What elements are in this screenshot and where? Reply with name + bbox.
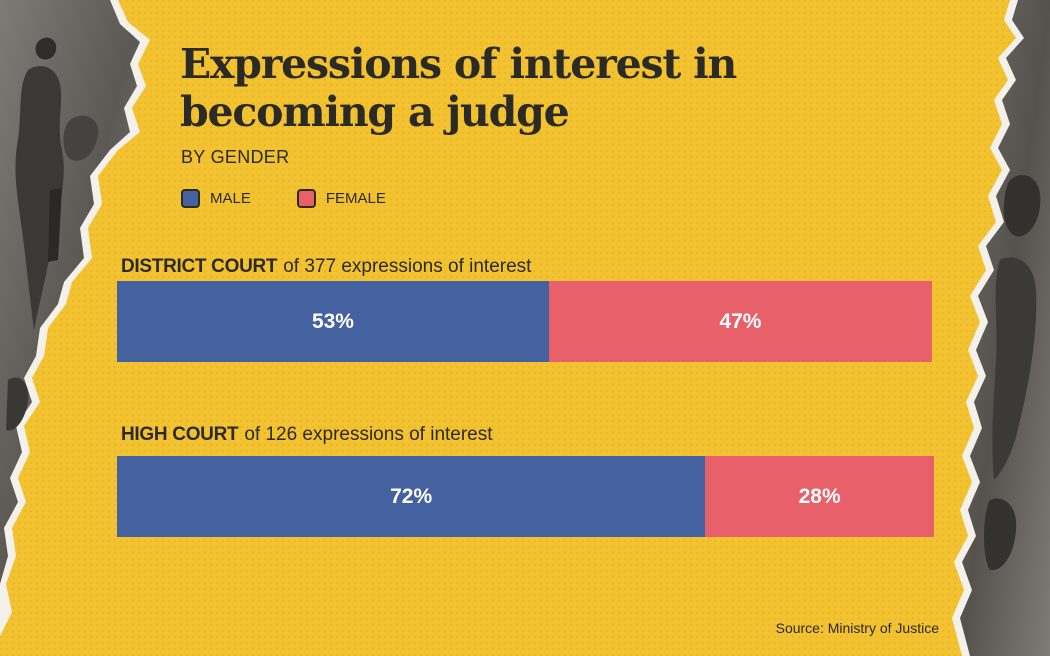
data-label: 72%: [390, 484, 433, 508]
chart-title: Expressions of interest in becoming a ju…: [180, 40, 737, 136]
category-name: HIGH COURT: [121, 424, 239, 445]
data-label: 47%: [719, 309, 762, 333]
legend-item-female: FEMALE: [296, 189, 386, 208]
legend-label-female: FEMALE: [325, 190, 386, 207]
data-label: 28%: [798, 484, 841, 508]
bar-segment-male: 72%: [117, 456, 706, 537]
legend-swatch-male: [181, 189, 200, 208]
bar-segment-female: 47%: [548, 281, 932, 362]
category-label-district-court: DISTRICT COURT of 377 expressions of inte…: [121, 256, 531, 278]
legend-item-male: MALE: [181, 189, 251, 208]
torn-photo-right: [952, 0, 1050, 656]
bar-high-court: 72% 28%: [117, 456, 934, 537]
source-note: Source: Ministry of Justice: [775, 620, 939, 636]
legend-swatch-female: [296, 189, 316, 208]
legend-label-male: MALE: [210, 190, 251, 207]
bar-district-court: 53% 47%: [117, 281, 932, 362]
bar-segment-female: 28%: [705, 456, 934, 537]
data-label: 53%: [311, 309, 354, 333]
chart-subtitle: BY GENDER: [181, 147, 290, 167]
category-name: DISTRICT COURT: [121, 256, 278, 277]
bar-segment-male: 53%: [117, 281, 549, 362]
category-note: of 126 expressions of interest: [244, 424, 493, 445]
category-note: of 377 expressions of interest: [283, 256, 532, 277]
torn-photo-left: [0, 0, 150, 636]
category-label-high-court: HIGH COURT of 126 expressions of interest: [121, 424, 493, 446]
legend: MALE FEMALE: [181, 189, 386, 208]
